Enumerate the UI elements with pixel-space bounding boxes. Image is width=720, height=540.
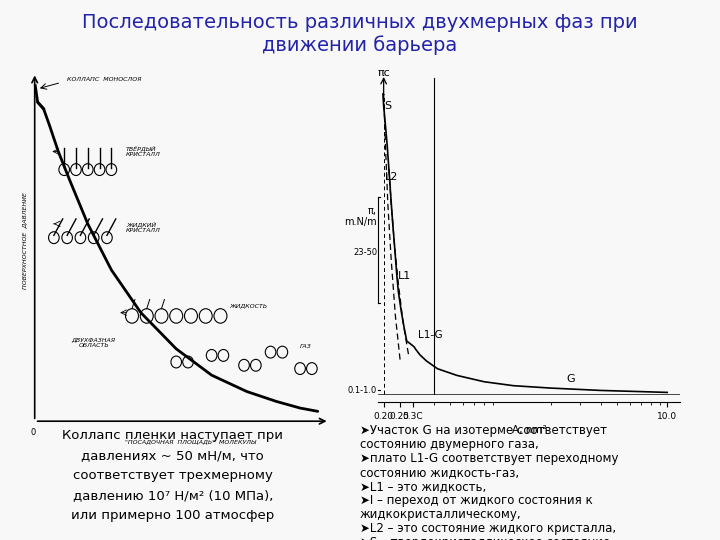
Text: ЖИДКОСТЬ: ЖИДКОСТЬ <box>229 303 267 308</box>
Text: движении барьера: движении барьера <box>262 35 458 55</box>
Text: давлениях ~ 50 мН/м, что: давлениях ~ 50 мН/м, что <box>81 449 264 462</box>
Text: КОЛЛАПС  МОНОСЛОЯ: КОЛЛАПС МОНОСЛОЯ <box>67 77 142 83</box>
Text: "ПОСАДОЧНАЯ  ПЛОЩАДЬ"  МОЛЕКУЛЫ: "ПОСАДОЧНАЯ ПЛОЩАДЬ" МОЛЕКУЛЫ <box>125 440 256 444</box>
Text: Коллапс пленки наступает при: Коллапс пленки наступает при <box>63 429 283 442</box>
Text: ➤S – твердокристаллическое состояние.: ➤S – твердокристаллическое состояние. <box>360 536 614 540</box>
Text: ➤Участок G на изотерме соответствует: ➤Участок G на изотерме соответствует <box>360 424 607 437</box>
Text: ТВЁРДЫЙ
КРИСТАЛЛ: ТВЁРДЫЙ КРИСТАЛЛ <box>126 146 161 157</box>
Text: Последовательность различных двухмерных фаз при: Последовательность различных двухмерных … <box>82 14 638 32</box>
Text: G: G <box>567 374 575 383</box>
Text: πc: πc <box>377 68 390 78</box>
Text: давлению 10⁷ Н/м² (10 МПа),: давлению 10⁷ Н/м² (10 МПа), <box>73 489 273 502</box>
Text: 23-50: 23-50 <box>353 247 377 256</box>
Text: L1-G: L1-G <box>418 330 442 340</box>
Text: ➤плато L1-G соответствует переходному: ➤плато L1-G соответствует переходному <box>360 452 618 465</box>
Text: ДВУХФАЗНАЯ
ОБЛАСТЬ: ДВУХФАЗНАЯ ОБЛАСТЬ <box>71 337 116 348</box>
Text: ➤L1 – это жидкость,: ➤L1 – это жидкость, <box>360 480 486 493</box>
Text: ПОВЕРХНОСТНОЕ  ДАВЛЕНИЕ: ПОВЕРХНОСТНОЕ ДАВЛЕНИЕ <box>22 192 27 289</box>
Text: ЖИДКИЙ
КРИСТАЛЛ: ЖИДКИЙ КРИСТАЛЛ <box>126 221 161 233</box>
Text: I: I <box>391 219 395 230</box>
Text: или примерно 100 атмосфер: или примерно 100 атмосфер <box>71 509 274 522</box>
Text: 0.1-1.0: 0.1-1.0 <box>348 386 377 395</box>
Text: соответствует трехмерному: соответствует трехмерному <box>73 469 273 482</box>
Text: L2: L2 <box>385 172 398 182</box>
Text: ➤I – переход от жидкого состояния к: ➤I – переход от жидкого состояния к <box>360 494 593 507</box>
Text: ГАЗ: ГАЗ <box>300 344 312 349</box>
Text: L1: L1 <box>398 271 412 281</box>
X-axis label: A, nm²: A, nm² <box>512 425 546 435</box>
Text: 0: 0 <box>30 428 36 437</box>
Text: π,
m.N/m: π, m.N/m <box>344 206 377 227</box>
Text: S: S <box>384 101 391 111</box>
Text: состоянию жидкость-газ,: состоянию жидкость-газ, <box>360 466 519 479</box>
Text: жидкокристаллическому,: жидкокристаллическому, <box>360 508 521 521</box>
Text: ➤L2 – это состояние жидкого кристалла,: ➤L2 – это состояние жидкого кристалла, <box>360 522 616 535</box>
Text: состоянию двумерного газа,: состоянию двумерного газа, <box>360 438 539 451</box>
